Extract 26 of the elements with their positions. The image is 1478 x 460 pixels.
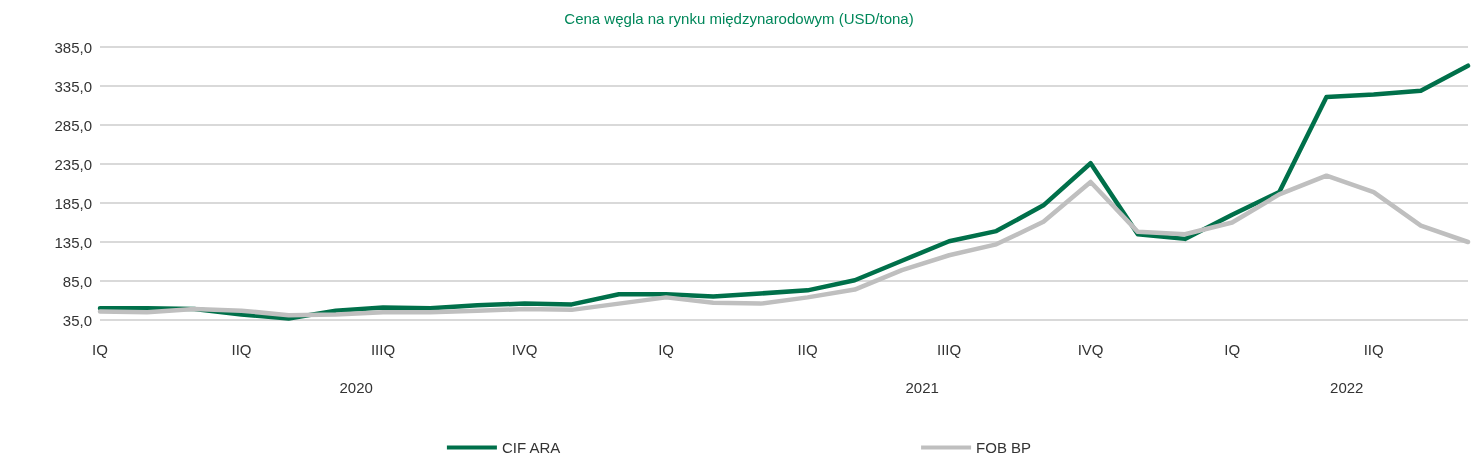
y-tick-label: 385,0: [54, 38, 92, 56]
y-tick-label: 235,0: [54, 155, 92, 173]
y-tick-label: 35,0: [62, 311, 92, 329]
text: 2020: [339, 379, 373, 396]
x-tick-label: IIQ: [1363, 341, 1384, 358]
x-tick-label: IIIQ: [370, 341, 396, 358]
x-tick-label: IVQ: [1077, 341, 1104, 358]
y-tick-label: 285,0: [54, 116, 92, 134]
x-tick-label: IQ: [1224, 341, 1241, 358]
y-tick-label: 85,0: [62, 272, 92, 290]
legend-label: CIF ARA: [501, 439, 561, 456]
x-tick-label: IQ: [658, 341, 674, 358]
text: 2021: [905, 379, 939, 396]
line-series: [97, 63, 1471, 321]
x-tick-label: IVQ: [511, 341, 538, 358]
x-tick-label: IIQ: [797, 341, 818, 358]
text: 2022: [1330, 379, 1364, 396]
y-tick-label: 135,0: [54, 233, 92, 251]
x-tick-label: IIIQ: [937, 341, 962, 358]
legend-label: FOB BP: [976, 439, 1032, 456]
y-tick-label: 185,0: [54, 194, 92, 212]
y-tick-label: 335,0: [54, 77, 92, 95]
line-series: [97, 173, 1471, 318]
x-tick-label: IQ: [92, 341, 108, 358]
x-tick-label: IIQ: [231, 341, 252, 358]
chart-title: Cena węgla na rynku międzynarodowym (USD/tona): [564, 10, 914, 27]
